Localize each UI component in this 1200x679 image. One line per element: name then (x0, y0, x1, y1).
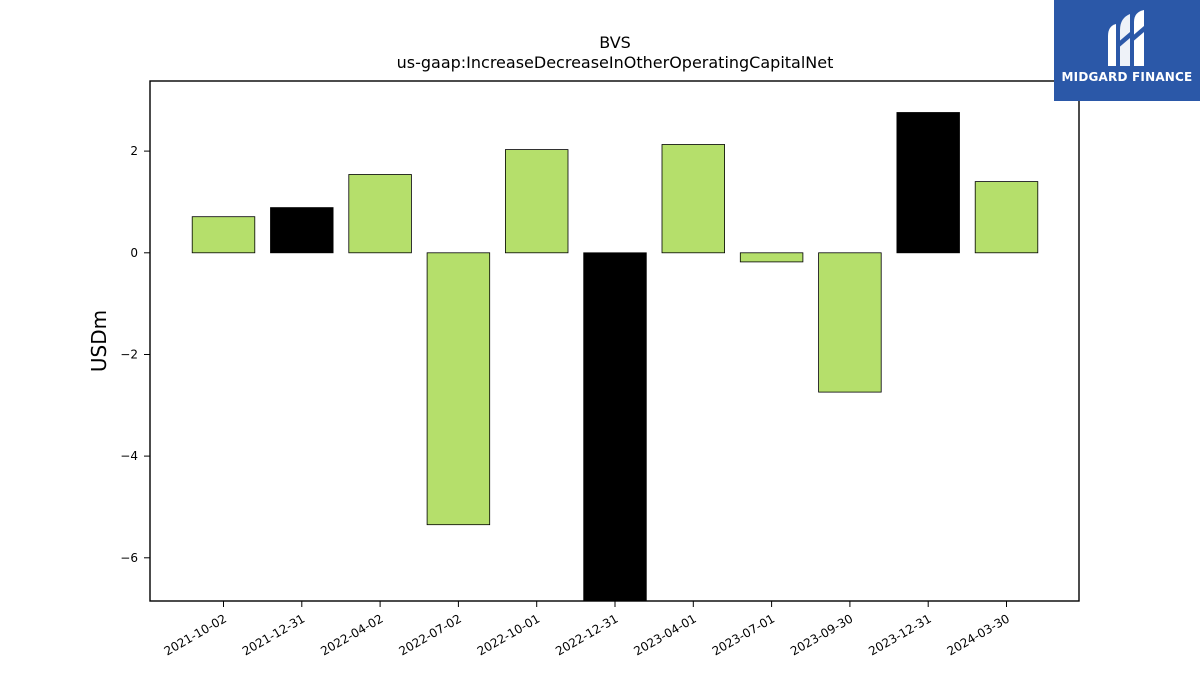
chart-subtitle: us-gaap:IncreaseDecreaseInOtherOperating… (397, 53, 834, 72)
y-ticks: −6 −4 −2 0 2 (120, 144, 150, 565)
x-tick-label: 2021-12-31 (240, 611, 307, 658)
x-tick-label: 2023-04-01 (631, 611, 698, 658)
x-tick-label: 2022-04-02 (318, 611, 385, 658)
x-tick-label: 2023-09-30 (788, 611, 855, 658)
x-tick-label: 2021-10-02 (162, 611, 229, 658)
bar-2022-12-31 (583, 252, 647, 602)
bar-2023-04-01 (661, 144, 725, 254)
bars-layer (191, 112, 1039, 602)
y-tick-label: 0 (130, 246, 138, 260)
bar-2023-07-01 (739, 252, 804, 263)
midgard-m-logo-icon (1108, 10, 1144, 66)
x-tick-label: 2023-07-01 (710, 611, 777, 658)
chart-title: BVS (599, 33, 631, 52)
bar-2024-03-30 (974, 181, 1039, 254)
x-tick-label: 2022-10-01 (475, 611, 542, 658)
x-tick-label: 2024-03-30 (945, 611, 1012, 658)
bar-2021-10-02 (191, 216, 256, 254)
brand-logo: MIDGARD FINANCE (1054, 0, 1200, 101)
brand-name: MIDGARD FINANCE (1061, 70, 1193, 84)
plot-area-frame (149, 80, 1080, 602)
y-tick-label: −6 (120, 551, 138, 565)
y-tick-label: −4 (120, 449, 138, 463)
y-tick-label: 2 (130, 144, 138, 158)
bar-2022-10-01 (504, 149, 569, 254)
bar-2023-12-31 (896, 112, 960, 254)
bar-2023-09-30 (818, 252, 882, 393)
x-tick-label: 2023-12-31 (866, 611, 933, 658)
x-ticks: 2021-10-02 2021-12-31 2022-04-02 2022-07-02… (162, 601, 1012, 658)
y-axis-label: USDm (87, 310, 111, 372)
x-tick-label: 2022-12-31 (553, 611, 620, 658)
bar-2022-04-02 (348, 174, 412, 254)
bar-2021-12-31 (270, 207, 334, 254)
x-tick-label: 2022-07-02 (396, 611, 463, 658)
y-tick-label: −2 (120, 348, 138, 362)
bar-2022-07-02 (426, 252, 491, 526)
